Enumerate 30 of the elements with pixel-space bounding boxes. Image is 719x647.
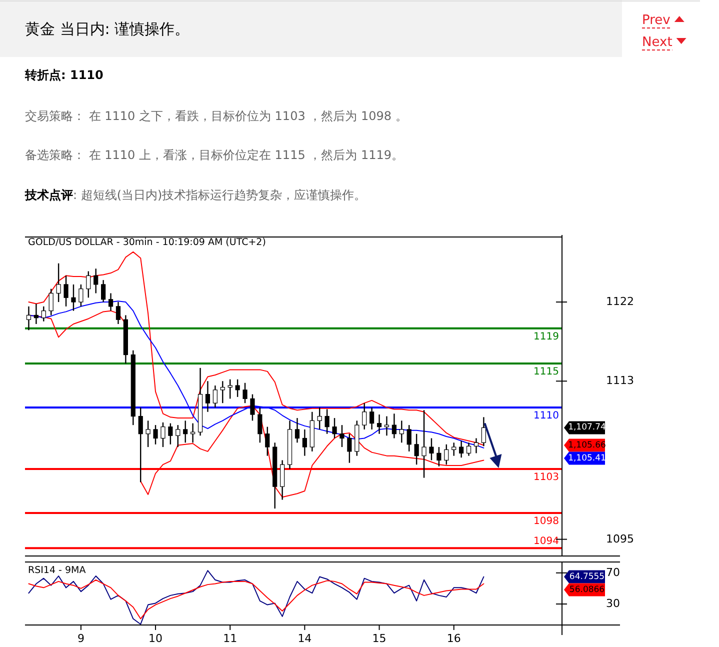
chart-title: GOLD/US DOLLAR - 30min - 10:19:09 AM (UTC+2) xyxy=(28,237,266,248)
text: 64.7555 xyxy=(569,572,605,582)
x-tick-label: 11 xyxy=(223,632,238,646)
y-tick-label: 1122 xyxy=(606,295,634,308)
ref-line-label: 1119 xyxy=(534,331,559,342)
x-tick-label: 10 xyxy=(148,632,163,646)
text: 黄金 当日内: 谨慎操作。 xyxy=(25,20,190,38)
text: Next xyxy=(642,35,672,50)
text: 技术点评: 超短线(当日内)技术指标运行趋势复杂，应谨慎操作。 xyxy=(24,188,366,202)
y-tick-label: 1113 xyxy=(606,374,634,388)
text: 56.0866 xyxy=(569,585,605,596)
ref-line-label: 1094 xyxy=(534,536,559,548)
text: 1,105.41 xyxy=(568,454,606,464)
text: 备选策略： 在 1110 上，看涨，目标价位定在 1115 ，然后为 1119。 xyxy=(25,148,404,162)
ref-line-label: 1098 xyxy=(534,516,559,527)
chart-title: RSI14 - 9MA xyxy=(28,565,86,576)
text: 交易策略： 在 1110 之下，看跌，目标价位为 1103 ，然后为 1098 。 xyxy=(25,109,408,123)
text: Prev xyxy=(642,13,671,28)
x-tick-label: 14 xyxy=(298,632,312,646)
text: 转折点: 1110 xyxy=(24,68,104,82)
x-tick-label: 16 xyxy=(446,632,461,646)
x-tick-label: 15 xyxy=(372,632,386,646)
y-tick-label: 30 xyxy=(606,597,620,610)
ref-line-label: 1110 xyxy=(534,410,559,422)
ref-line-label: 1115 xyxy=(534,366,559,378)
text: 1,107.74 xyxy=(568,423,606,434)
y-tick-label: 1095 xyxy=(606,532,634,546)
y-tick-label: 70 xyxy=(606,566,620,579)
x-tick-label: 9 xyxy=(77,632,84,646)
ref-line-label: 1103 xyxy=(534,472,559,483)
